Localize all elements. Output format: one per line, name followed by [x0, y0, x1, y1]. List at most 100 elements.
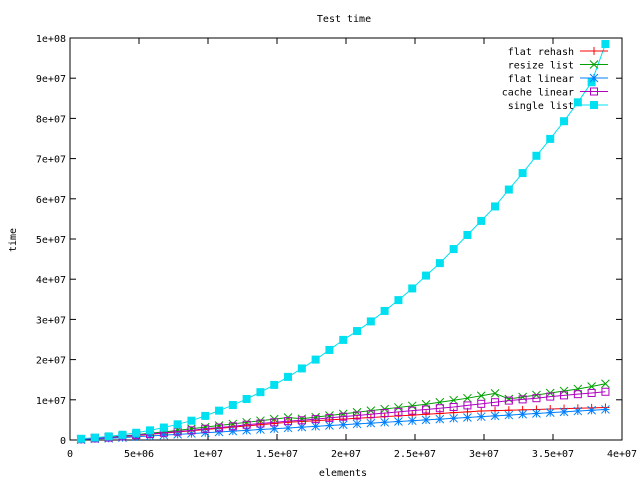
- data-point-resize-list: [463, 393, 472, 403]
- data-point-cache-linear: [270, 418, 279, 427]
- data-point-single-list: [173, 420, 182, 429]
- data-point-flat-linear: [394, 417, 403, 426]
- data-point-flat-linear: [573, 406, 583, 416]
- series-line-cache-linear: [81, 391, 606, 440]
- data-point-single-list: [422, 271, 431, 280]
- data-point-cache-linear: [325, 413, 334, 422]
- data-point-flat-linear: [352, 419, 362, 429]
- data-point-single-list: [270, 380, 279, 389]
- data-point-single-list: [325, 345, 334, 354]
- data-point-resize-list: [573, 384, 583, 394]
- data-point-flat-linear: [587, 405, 596, 415]
- y-tick-label: 1e+08: [36, 34, 66, 45]
- data-point-flat-linear: [366, 418, 376, 428]
- y-tick-label: 3e+07: [36, 315, 66, 326]
- data-point-flat-linear: [532, 409, 541, 418]
- data-point-flat-linear: [504, 410, 514, 420]
- data-point-cache-linear: [518, 395, 527, 404]
- legend-marker-flat-linear: [589, 73, 599, 83]
- data-point-single-list: [284, 372, 293, 381]
- x-tick-label: 3.5e+07: [532, 449, 574, 460]
- data-point-single-list: [573, 98, 582, 107]
- data-point-resize-list: [407, 401, 417, 411]
- data-point-resize-list: [394, 403, 403, 412]
- data-point-cache-linear: [339, 412, 348, 421]
- data-point-cache-linear: [366, 410, 375, 419]
- data-point-cache-linear: [353, 411, 362, 420]
- y-axis-label: time: [8, 228, 19, 252]
- data-point-resize-list: [380, 404, 389, 414]
- data-point-single-list: [601, 40, 610, 49]
- x-tick-label: 4e+07: [607, 449, 637, 460]
- data-point-single-list: [408, 284, 417, 293]
- data-point-flat-linear: [228, 426, 238, 436]
- legend-label-resize-list: resize list: [508, 61, 574, 72]
- data-point-single-list: [311, 355, 320, 364]
- series-line-resize-list: [80, 383, 606, 440]
- data-point-single-list: [435, 259, 444, 268]
- series-single-list: [77, 40, 610, 443]
- data-point-flat-linear: [256, 425, 265, 434]
- data-point-cache-linear: [573, 390, 582, 399]
- series-flat-linear: [76, 405, 610, 444]
- data-point-cache-linear: [504, 396, 513, 405]
- data-point-cache-linear: [201, 424, 210, 433]
- data-point-single-list: [546, 134, 555, 143]
- data-point-cache-linear: [560, 391, 569, 400]
- data-point-single-list: [146, 426, 155, 435]
- data-point-flat-linear: [242, 425, 251, 435]
- data-point-cache-linear: [463, 401, 472, 410]
- data-point-cache-linear: [587, 388, 596, 397]
- data-point-cache-linear: [242, 420, 251, 429]
- data-point-resize-list: [504, 394, 514, 404]
- data-point-flat-linear: [380, 417, 389, 427]
- data-point-cache-linear: [449, 403, 458, 412]
- x-axis-label: elements: [319, 468, 367, 479]
- data-point-flat-linear: [463, 413, 472, 422]
- legend-marker-flat-rehash: [590, 47, 598, 55]
- data-point-flat-linear: [435, 414, 445, 424]
- y-axis: 0 1e+07 2e+07 3e+07 4e+07 5e+07 6e+07 7e+07 8e+0…: [36, 34, 622, 447]
- data-point-resize-list: [490, 389, 500, 398]
- series-layer: [76, 40, 610, 444]
- y-tick-label: 9e+07: [36, 74, 66, 85]
- data-point-single-list: [491, 202, 500, 211]
- x-tick-label: 1e+07: [193, 449, 223, 460]
- data-point-single-list: [380, 306, 389, 315]
- data-point-cache-linear: [435, 404, 444, 413]
- data-point-flat-linear: [518, 409, 527, 419]
- data-point-resize-list: [601, 379, 610, 389]
- data-point-flat-linear: [601, 405, 610, 414]
- legend-marker-cache-linear: [590, 87, 598, 96]
- data-point-flat-linear: [297, 422, 307, 432]
- data-point-single-list: [504, 185, 513, 194]
- legend-label-flat-rehash: flat rehash: [508, 47, 574, 58]
- data-point-single-list: [532, 151, 541, 160]
- chart-title: Test time: [317, 14, 371, 25]
- data-point-single-list: [394, 296, 403, 305]
- data-point-flat-linear: [145, 431, 155, 441]
- data-point-cache-linear: [477, 399, 486, 408]
- data-point-flat-linear: [559, 407, 569, 417]
- data-point-resize-list: [297, 414, 307, 424]
- data-point-cache-linear: [228, 422, 237, 431]
- data-point-cache-linear: [532, 394, 541, 403]
- data-point-single-list: [353, 327, 362, 336]
- data-point-single-list: [297, 364, 306, 373]
- data-point-cache-linear: [311, 415, 320, 424]
- data-point-flat-linear: [407, 416, 417, 426]
- y-tick-label: 8e+07: [36, 114, 66, 125]
- y-tick-label: 7e+07: [36, 155, 66, 166]
- data-point-cache-linear: [215, 423, 224, 432]
- data-point-resize-list: [559, 386, 569, 396]
- data-point-cache-linear: [284, 417, 293, 426]
- legend: flat rehash resize list flat linear cache l…: [502, 47, 608, 112]
- data-point-flat-linear: [214, 427, 224, 437]
- x-tick-label: 3e+07: [469, 449, 499, 460]
- data-point-single-list: [77, 434, 86, 443]
- x-tick-label: 2e+07: [331, 449, 361, 460]
- data-point-cache-linear: [256, 419, 265, 428]
- y-tick-label: 2e+07: [36, 356, 66, 367]
- data-point-flat-linear: [283, 423, 293, 433]
- data-point-cache-linear: [491, 398, 500, 407]
